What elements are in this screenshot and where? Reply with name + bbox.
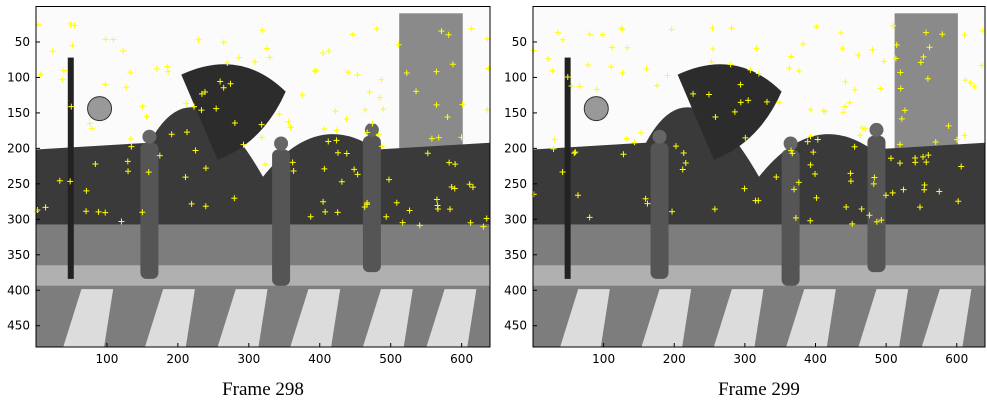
y-tick-label: 100 [7, 70, 30, 84]
y-tick-label: 350 [504, 248, 527, 262]
pedestrian [140, 143, 158, 279]
y-tick-label: 400 [504, 283, 527, 297]
x-tick-label: 300 [237, 352, 260, 366]
x-tick-label: 600 [450, 352, 473, 366]
pedestrian [867, 136, 885, 272]
y-tick-label: 150 [7, 106, 30, 120]
caption: Frame 298 [222, 379, 304, 400]
panel: 100 200 300 400 500 600 50 100 150 200 250 300 350 40… [504, 7, 986, 401]
y-tick-label: 100 [504, 70, 527, 84]
y-tick-label: 200 [7, 141, 30, 155]
y-tick-label: 150 [504, 106, 527, 120]
pedestrian-head [653, 130, 667, 144]
pedestrian [651, 143, 669, 279]
x-tick-label: 300 [733, 352, 756, 366]
y-tick-label: 350 [7, 248, 30, 262]
pedestrian-head [142, 130, 156, 144]
x-tick-label: 100 [592, 352, 615, 366]
y-tick-label: 50 [15, 35, 30, 49]
x-tick-label: 400 [308, 352, 331, 366]
y-tick-label: 250 [7, 177, 30, 191]
x-tick-label: 500 [875, 352, 898, 366]
sign [584, 97, 608, 121]
y-tick-label: 300 [7, 212, 30, 226]
pole [68, 58, 74, 279]
figure: 100 200 300 400 500 600 50 100 150 200 250 300 350 40… [0, 0, 987, 410]
sign [88, 97, 112, 121]
building [895, 13, 958, 166]
y-tick-label: 400 [7, 283, 30, 297]
pedestrian [272, 150, 290, 286]
y-tick-label: 200 [504, 141, 527, 155]
x-tick-label: 600 [945, 352, 968, 366]
y-tick-label: 50 [512, 35, 527, 49]
y-tick-label: 450 [7, 319, 30, 333]
y-tick-label: 300 [504, 212, 527, 226]
pedestrian-head [869, 123, 883, 137]
caption: Frame 299 [718, 379, 800, 400]
x-tick-label: 200 [166, 352, 189, 366]
panel: 100 200 300 400 500 600 50 100 150 200 250 300 350 40… [7, 7, 491, 401]
x-tick-label: 200 [663, 352, 686, 366]
building [399, 13, 463, 166]
sidewalk [36, 265, 490, 285]
pole [565, 58, 571, 279]
pedestrian-head [274, 137, 288, 151]
x-tick-label: 100 [95, 352, 118, 366]
y-tick-label: 450 [504, 319, 527, 333]
x-tick-label: 400 [804, 352, 827, 366]
sidewalk [533, 265, 985, 285]
x-tick-label: 500 [379, 352, 402, 366]
y-tick-label: 250 [504, 177, 527, 191]
